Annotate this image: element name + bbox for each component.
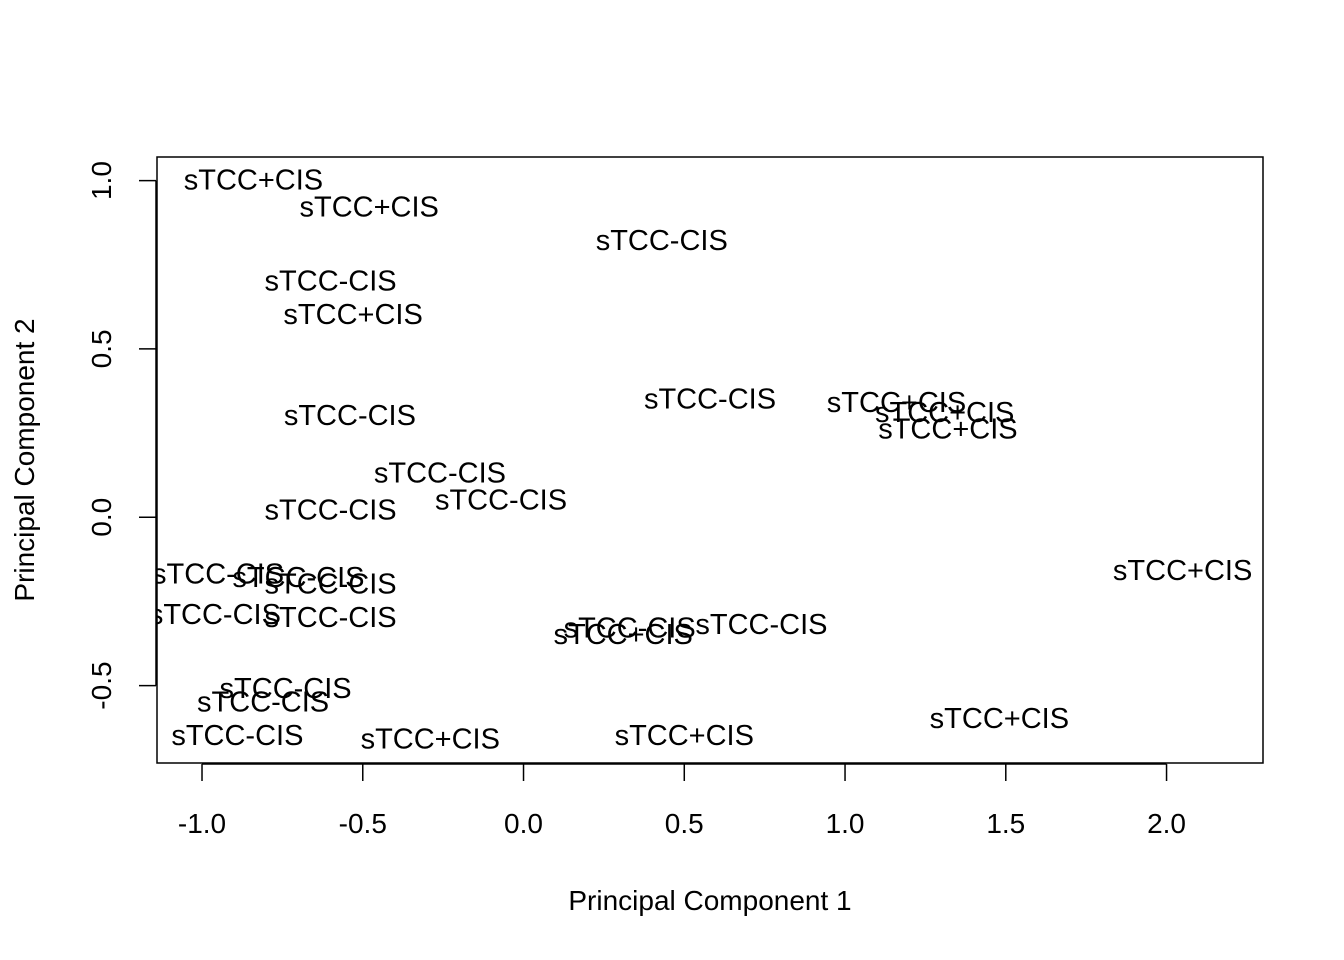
point-label: sTCC+CIS	[184, 165, 323, 197]
plot-area-border	[156, 156, 1264, 764]
point-label: sTCC+CIS	[827, 387, 966, 419]
y-tick-label: 0.5	[86, 329, 117, 368]
point-label: sTCC-CIS	[197, 686, 329, 718]
x-tick-label: 0.5	[665, 808, 704, 839]
point-label: sTCC-CIS	[171, 720, 303, 752]
y-tick-label: 1.0	[86, 161, 117, 200]
point-label: sTCC-CIS	[284, 400, 416, 432]
y-tick-label: 0.0	[86, 498, 117, 537]
point-label: sTCC-CIS	[265, 569, 397, 601]
x-tick-label: 1.0	[826, 808, 865, 839]
point-label: sTCC-CIS	[265, 495, 397, 527]
point-label: sTCC+CIS	[1113, 555, 1252, 587]
point-label: sTCC+CIS	[553, 619, 692, 651]
point-label: sTCC-CIS	[220, 673, 352, 705]
point-label: sTCC-CIS	[695, 609, 827, 641]
x-tick-label: 2.0	[1147, 808, 1186, 839]
point-label: sTCC-CIS	[644, 383, 776, 415]
point-label: sTCC+CIS	[615, 720, 754, 752]
x-axis-label: Principal Component 1	[568, 885, 851, 916]
point-label: sTCC+CIS	[283, 299, 422, 331]
point-label: sTCC+CIS	[361, 723, 500, 755]
point-label: sTCC-CIS	[149, 599, 281, 631]
point-label: sTCC-CIS	[265, 266, 397, 298]
x-tick-label: 1.5	[986, 808, 1025, 839]
x-tick-label: 0.0	[504, 808, 543, 839]
point-label: sTCC-CIS	[596, 225, 728, 257]
point-label: sTCC-CIS	[564, 612, 696, 644]
point-label: sTCC+CIS	[875, 397, 1014, 429]
point-label: sTCC-CIS	[232, 562, 364, 594]
y-axis: -0.5 0.0 0.5 1.0	[86, 161, 157, 710]
point-label: sTCC+CIS	[300, 192, 439, 224]
point-label: sTCC+CIS	[930, 703, 1069, 735]
x-tick-label: -1.0	[178, 808, 226, 839]
point-label: sTCC-CIS	[435, 484, 567, 516]
point-label: sTCC-CIS	[374, 457, 506, 489]
y-tick-label: -0.5	[86, 661, 117, 709]
x-axis: -1.0 -0.5 0.0 0.5 1.0 1.5 2.0	[178, 763, 1186, 839]
point-label: sTCC-CIS	[265, 602, 397, 634]
point-label: sTCC-CIS	[152, 558, 284, 590]
point-label: sTCC+CIS	[878, 414, 1017, 446]
data-points: sTCC+CISsTCC+CISsTCC-CISsTCC-CISsTCC+CIS…	[149, 165, 1252, 756]
x-tick-label: -0.5	[339, 808, 387, 839]
y-axis-label: Principal Component 2	[9, 318, 40, 601]
